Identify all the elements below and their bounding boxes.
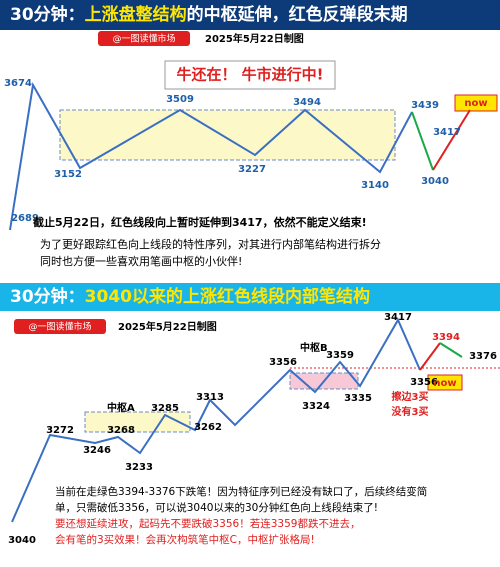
pen-line [11, 317, 421, 523]
note: 为了更好跟踪红色向上线段的特性序列，对其进行内部笔结构进行拆分 [40, 237, 381, 251]
slogan-box [164, 60, 336, 90]
point-label: 3233 [125, 462, 153, 473]
banner [0, 283, 500, 311]
banner-title: 30分钟： [10, 4, 85, 25]
point-label: 3152 [54, 169, 82, 180]
point-label: 3324 [302, 401, 330, 412]
point-label: 3313 [196, 392, 224, 403]
point-label: 3040 [421, 176, 449, 187]
point-label: 3674 [4, 78, 32, 89]
banner [0, 0, 500, 30]
point-label: 3509 [166, 94, 194, 105]
zone [59, 109, 396, 161]
note: 单，只需破低3356，可以说3040以来的30分钟红色向上线段结束了! [55, 501, 378, 514]
point-label: 3356 [269, 357, 297, 368]
edge-note: 没有3买 [392, 405, 429, 418]
point-label: 3272 [46, 425, 74, 436]
note: 截止5月22日，红色线段向上暂时延伸到3417，依然不能定义结束! [33, 215, 367, 229]
zone-label: 中枢B [300, 341, 328, 354]
point-label: 3417 [384, 312, 412, 323]
now-label: now [433, 378, 456, 389]
point-label: 3359 [326, 350, 354, 361]
point-label: 3494 [293, 97, 321, 108]
warning: 要还想延续进攻，起码先不要跌破3356！若连3359都跌不进去， [55, 517, 360, 530]
note: 同时也方便一些喜欢用笔画中枢的小伙伴! [40, 254, 242, 268]
badge [14, 319, 106, 334]
date: 2025年5月22日制图 [118, 320, 217, 333]
point-label: 3439 [411, 100, 439, 111]
warning: 会有笔的3买效果！会再次构筑笔中枢C，中枢扩张格局! [55, 533, 315, 546]
edge-note: 擦边3买 [392, 390, 429, 403]
now-label: now [464, 98, 487, 109]
point-label: 3268 [107, 425, 135, 436]
note: 当前在走绿色3394-3376下跌笔！因为特征序列已经没有缺口了，后续终结变简 [55, 485, 427, 498]
point-label: 3394 [432, 332, 460, 343]
zone-label: 中枢A [107, 401, 135, 414]
badge: @一图读懂市场 [112, 33, 175, 45]
point-label: 3417 [433, 127, 461, 138]
pen-line [439, 342, 463, 358]
now-box [427, 374, 463, 391]
banner-title: 3040以来的上涨红色线段内部笔结构 [85, 286, 370, 307]
point-label: 3285 [151, 403, 179, 414]
now-box [454, 94, 498, 112]
point-label: 3376 [469, 351, 497, 362]
point-label: 3262 [194, 422, 222, 433]
point-label: 2689 [11, 213, 39, 224]
pen-line [419, 342, 441, 371]
badge: @一图读懂市场 [28, 321, 91, 333]
point-label: 3246 [83, 445, 111, 456]
zone [84, 411, 191, 433]
badge [98, 31, 190, 46]
date: 2025年5月22日制图 [205, 32, 304, 45]
point-label: 3040 [8, 535, 36, 546]
banner-title: 的中枢延伸，红色反弹段末期 [187, 4, 408, 25]
point-label: 3356 [410, 377, 438, 388]
banner-title: 上涨盘整结构 [85, 4, 187, 25]
point-label: 3335 [344, 393, 372, 404]
point-label: 3140 [361, 180, 389, 191]
pen-line [432, 109, 471, 171]
point-label: 3227 [238, 164, 266, 175]
banner-title: 30分钟： [10, 286, 85, 307]
slogan: 牛还在！ 牛市进行中! [176, 66, 323, 84]
pen-line [411, 111, 434, 171]
pen-line [9, 82, 413, 231]
